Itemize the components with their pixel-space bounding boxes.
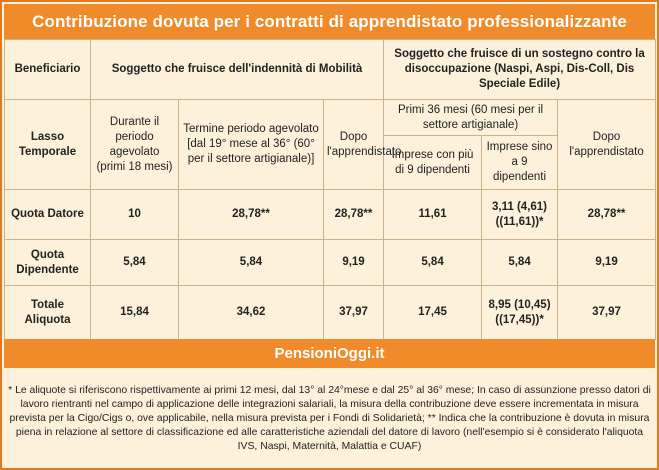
cell-value: 37,97: [557, 285, 657, 340]
cell-value: 10: [90, 189, 179, 240]
cell-value: 9,19: [322, 239, 385, 286]
cell-value: 5,84: [90, 239, 179, 286]
cell-value: 37,97: [322, 285, 385, 340]
cell-value: 5,84: [481, 239, 559, 286]
cell-value: 8,95 (10,45) ((17,45))*: [481, 285, 559, 340]
header-imprese-piu9: Imprese con più di 9 dipendenti: [383, 135, 483, 190]
brand-banner: PensioniOggi.it: [4, 339, 655, 368]
table-row: Quota Datore 10 28,78** 28,78** 11,61 3,…: [4, 189, 657, 240]
header-dopo-sostegno: Dopo l'apprendistato: [557, 99, 657, 190]
footnote-text: * Le aliquote si riferiscono rispettivam…: [8, 384, 651, 452]
header-termine: Termine periodo agevolato [dal 19° mese …: [178, 99, 324, 190]
cell-value: 9,19: [557, 239, 657, 286]
cell-value: 28,78**: [557, 189, 657, 240]
header-sostegno: Soggetto che fruisce di un sostegno cont…: [383, 39, 657, 100]
cell-value: 15,84: [90, 285, 179, 340]
contribution-table: Beneficiario Soggetto che fruisce dell'i…: [4, 39, 657, 340]
row-label: Quota Dipendente: [4, 239, 91, 286]
table-row: Quota Dipendente 5,84 5,84 9,19 5,84 5,8…: [4, 239, 657, 286]
header-lasso: Lasso Temporale: [4, 99, 91, 190]
row-label: Totale Aliquota: [4, 285, 91, 340]
cell-value: 34,62: [178, 285, 324, 340]
cell-value: 5,84: [178, 239, 324, 286]
header-dopo-mobilita: Dopo l'apprendistato: [322, 99, 401, 190]
cell-value: 11,61: [383, 189, 483, 240]
cell-value: 28,78**: [178, 189, 324, 240]
cell-value: 28,78**: [322, 189, 385, 240]
cell-value: 3,11 (4,61) ((11,61))*: [481, 189, 559, 240]
table-row: Totale Aliquota 15,84 34,62 37,97 17,45 …: [4, 285, 657, 340]
header-mobilita: Soggetto che fruisce dell'indennità di M…: [89, 39, 385, 100]
row-label: Quota Datore: [4, 189, 91, 240]
header-primi36: Primi 36 mesi (60 mesi per il settore ar…: [383, 99, 559, 136]
cell-value: 17,45: [383, 285, 483, 340]
header-beneficiario: Beneficiario: [4, 39, 91, 100]
header-imprese-sino9: Imprese sino a 9 dipendenti: [481, 135, 559, 190]
table-title: Contribuzione dovuta per i contratti di …: [4, 4, 655, 39]
footnote: * Le aliquote si riferiscono rispettivam…: [6, 369, 653, 468]
header-durante: Durante il periodo agevolato (primi 18 m…: [90, 99, 179, 190]
cell-value: 5,84: [383, 239, 483, 286]
